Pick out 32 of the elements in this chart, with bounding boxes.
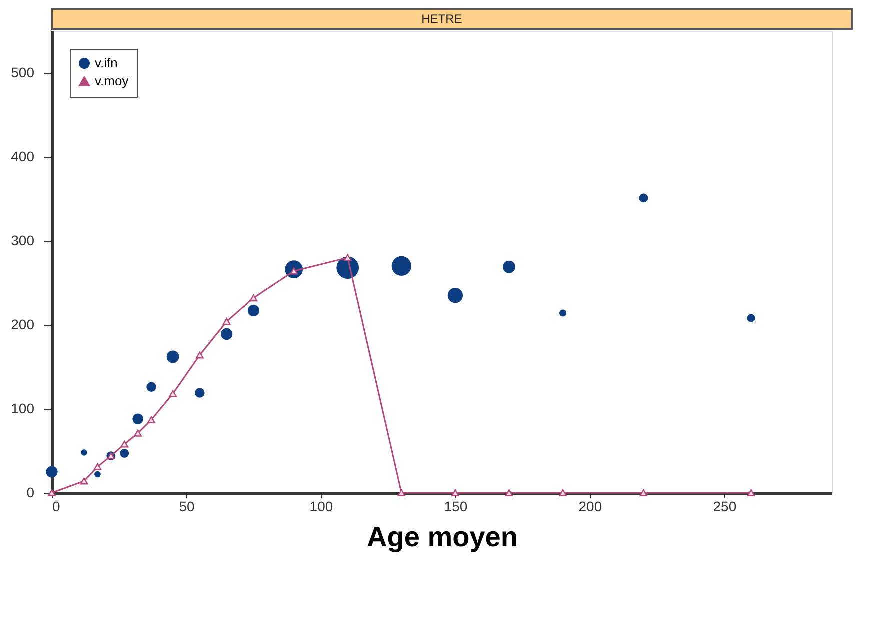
point <box>148 416 156 424</box>
y-tick-label: 400 <box>11 148 35 164</box>
x-tick-label: 0 <box>52 498 60 514</box>
y-tick-label: 300 <box>11 232 35 248</box>
chart-title: HETRE <box>422 12 462 26</box>
point <box>80 478 88 485</box>
point <box>120 440 129 448</box>
point <box>640 489 648 497</box>
point <box>250 294 258 302</box>
y-tick-label: 0 <box>26 484 35 500</box>
point <box>451 489 460 497</box>
x-tick-label: 250 <box>713 498 737 514</box>
point <box>134 430 142 437</box>
x-tick-label: 200 <box>578 498 602 514</box>
point <box>559 489 567 497</box>
point <box>505 489 514 497</box>
point <box>398 489 406 497</box>
legend-label: v.ifn <box>95 56 118 70</box>
legend-label: v.moy <box>95 74 130 88</box>
point <box>94 463 102 470</box>
x-tick-label: 50 <box>179 498 195 514</box>
y-tick-label: 500 <box>11 64 35 80</box>
y-tick-label: 200 <box>11 316 35 332</box>
point <box>196 352 204 359</box>
x-tick-label: 100 <box>310 498 334 514</box>
point <box>747 489 756 497</box>
y-tick-label: 100 <box>11 400 35 416</box>
x-tick-label: 150 <box>444 498 468 514</box>
point <box>169 390 177 398</box>
point <box>222 318 231 326</box>
point <box>344 254 352 262</box>
x-axis-title: Age moyen <box>367 522 518 552</box>
